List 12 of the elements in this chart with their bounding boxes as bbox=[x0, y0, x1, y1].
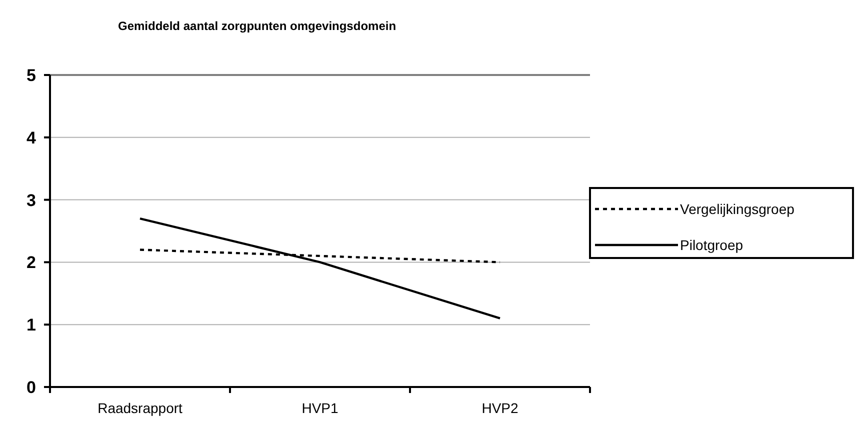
text: Vergelijkingsgroep bbox=[680, 200, 795, 217]
y-tick-label: 3 bbox=[26, 190, 36, 210]
y-tick-label: 1 bbox=[26, 316, 36, 335]
text: Pilotgroep bbox=[680, 236, 744, 253]
x-tick-label: HVP1 bbox=[302, 400, 338, 416]
chart-title: Gemiddeld aantal zorgpunten omgevingsdomein bbox=[118, 19, 396, 33]
y-tick-label: 0 bbox=[26, 378, 36, 397]
x-tick-label: Raadsrapport bbox=[98, 400, 183, 416]
y-tick-label: 5 bbox=[26, 66, 36, 85]
y-tick-label: 2 bbox=[26, 253, 36, 272]
y-tick-label: 4 bbox=[26, 128, 37, 148]
x-tick-label: HVP2 bbox=[482, 400, 518, 416]
